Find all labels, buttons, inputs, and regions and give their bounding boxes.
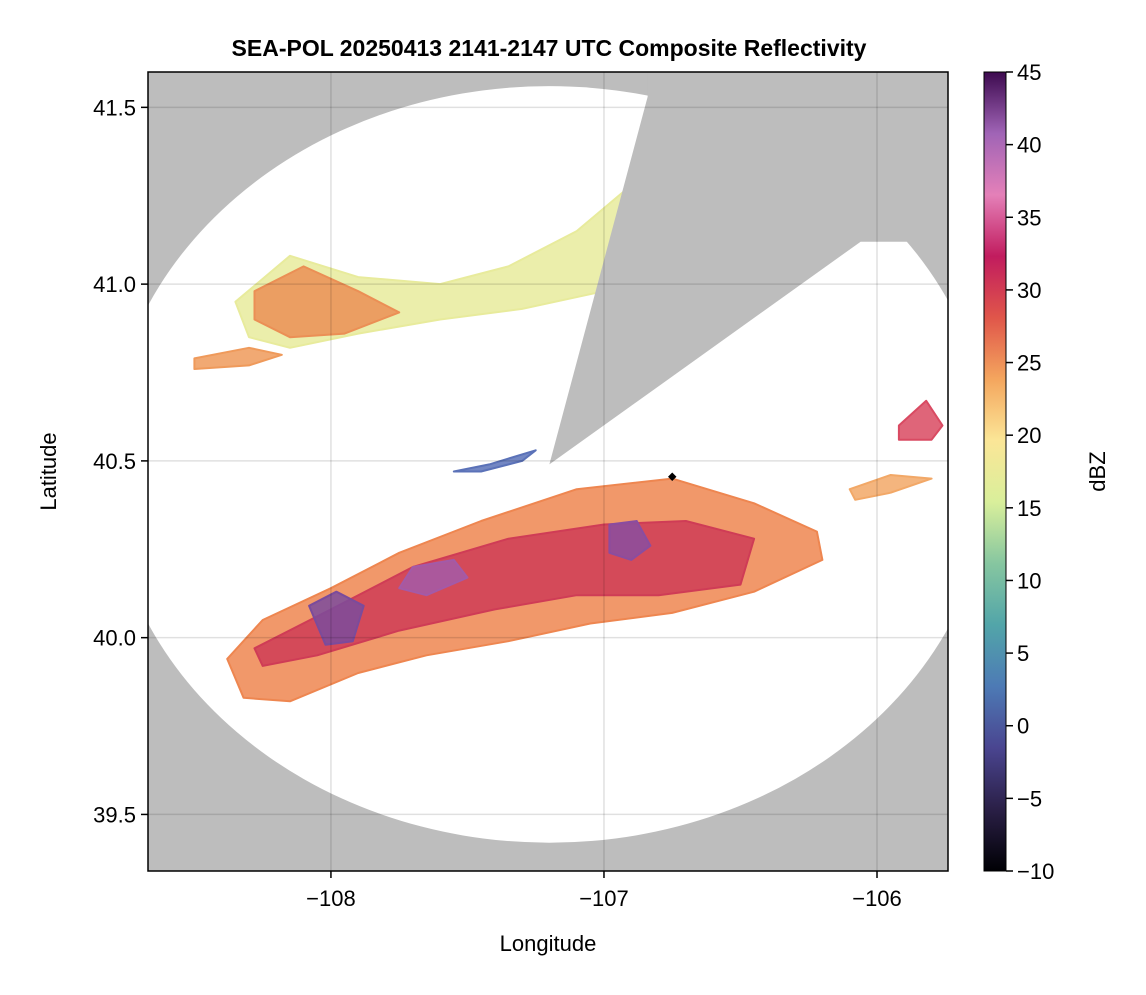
colorbar: −10 −5 0 5 10 15 20 25 30 35 40 45	[983, 60, 1054, 884]
echo-core-c	[398, 558, 469, 597]
colorbar-tick-label: 40	[1017, 133, 1041, 158]
x-tick-label: −107	[579, 886, 629, 911]
colorbar-tick-label: 25	[1017, 351, 1041, 376]
chart-title: SEA-POL 20250413 2141-2147 UTC Composite…	[232, 35, 867, 61]
echo-core-b	[608, 520, 652, 561]
x-tick-label: −106	[852, 886, 902, 911]
colorbar-tick-label: −5	[1017, 786, 1042, 811]
colorbar-tick-label: 0	[1017, 714, 1029, 739]
echo-east-strip	[848, 474, 933, 501]
y-tick-label: 41.5	[93, 95, 136, 120]
echo-nw-strip	[193, 346, 283, 370]
colorbar-tick-label: 35	[1017, 205, 1041, 230]
colorbar-tick-label: 30	[1017, 278, 1041, 303]
y-tick-label: 41.0	[93, 272, 136, 297]
blocked-sector	[549, 72, 948, 465]
colorbar-tick-label: 20	[1017, 423, 1041, 448]
colorbar-tick-label: 15	[1017, 496, 1041, 521]
echo-core-a	[308, 590, 365, 646]
radar-site-marker	[667, 472, 677, 482]
x-tick-label: −108	[306, 886, 356, 911]
colorbar-tick-label: 10	[1017, 568, 1041, 593]
plot-frame	[147, 71, 949, 872]
plot-area	[148, 72, 948, 871]
colorbar-gradient	[983, 71, 1007, 872]
x-axis-label: Longitude	[500, 931, 597, 956]
echo-east-cell	[897, 399, 944, 441]
y-tick-label: 39.5	[93, 802, 136, 827]
y-tick-label: 40.5	[93, 449, 136, 474]
axes: −108 −107 −106 39.5 40.0 40.5 41.0 41.5	[93, 95, 902, 911]
colorbar-label: dBZ	[1085, 451, 1110, 491]
colorbar-tick-label: 5	[1017, 641, 1029, 666]
echo-weak-blue-strip	[452, 449, 537, 473]
colorbar-tick-label: −10	[1017, 859, 1054, 884]
y-axis-label: Latitude	[36, 432, 61, 510]
y-tick-label: 40.0	[93, 626, 136, 651]
echo-north-core	[253, 265, 401, 339]
grid-lines	[148, 72, 948, 871]
colorbar-tick-label: 45	[1017, 60, 1041, 85]
